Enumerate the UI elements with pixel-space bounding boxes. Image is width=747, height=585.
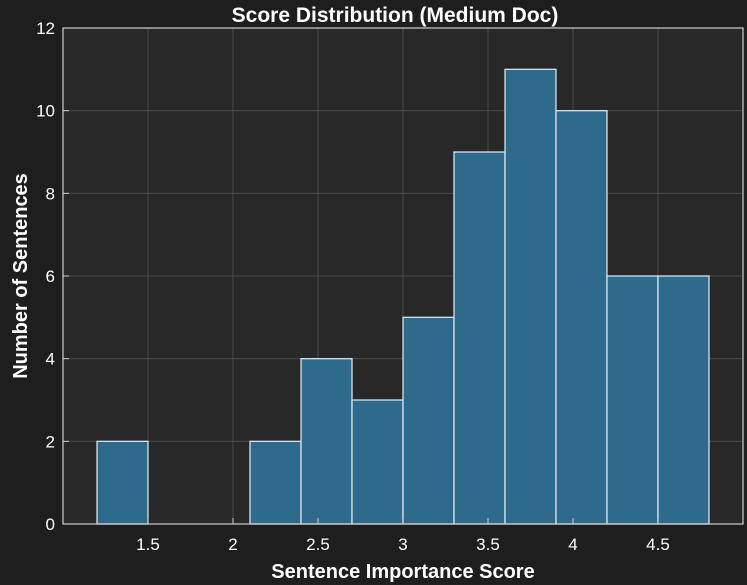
x-axis-title: Sentence Importance Score [271, 561, 534, 583]
histogram-bar [96, 440, 149, 525]
x-tick-label: 2.5 [306, 535, 330, 554]
y-axis-ticks: 0 2 4 6 8 10 12 [36, 19, 69, 534]
x-tick-label: 1.5 [136, 535, 160, 554]
chart-title: Score Distribution (Medium Doc) [232, 4, 559, 27]
x-tick-label: 4 [568, 535, 577, 554]
histogram-bar [249, 440, 302, 525]
y-axis-title: Number of Sentences [10, 173, 32, 379]
y-tick-label: 4 [46, 350, 55, 369]
histogram-bar [453, 151, 506, 525]
histogram-bar [300, 358, 353, 525]
y-tick-label: 8 [46, 184, 55, 203]
histogram-bar [657, 275, 710, 525]
y-tick-label: 6 [46, 267, 55, 286]
y-tick-label: 12 [36, 19, 55, 38]
y-tick-label: 0 [46, 515, 55, 534]
histogram-bar [504, 68, 557, 525]
y-tick-label: 10 [36, 102, 55, 121]
x-tick-label: 3.5 [476, 535, 500, 554]
histogram-bar [555, 110, 608, 525]
x-axis-ticks: 1.5 2 2.5 3 3.5 4 4.5 [136, 518, 670, 554]
histogram-bar [402, 316, 455, 525]
x-tick-label: 2 [228, 535, 237, 554]
y-tick-label: 2 [46, 432, 55, 451]
histogram-bar [351, 399, 404, 525]
x-tick-label: 4.5 [646, 535, 670, 554]
histogram-bars [96, 68, 710, 525]
histogram-bar [606, 275, 659, 525]
x-tick-label: 3 [398, 535, 407, 554]
